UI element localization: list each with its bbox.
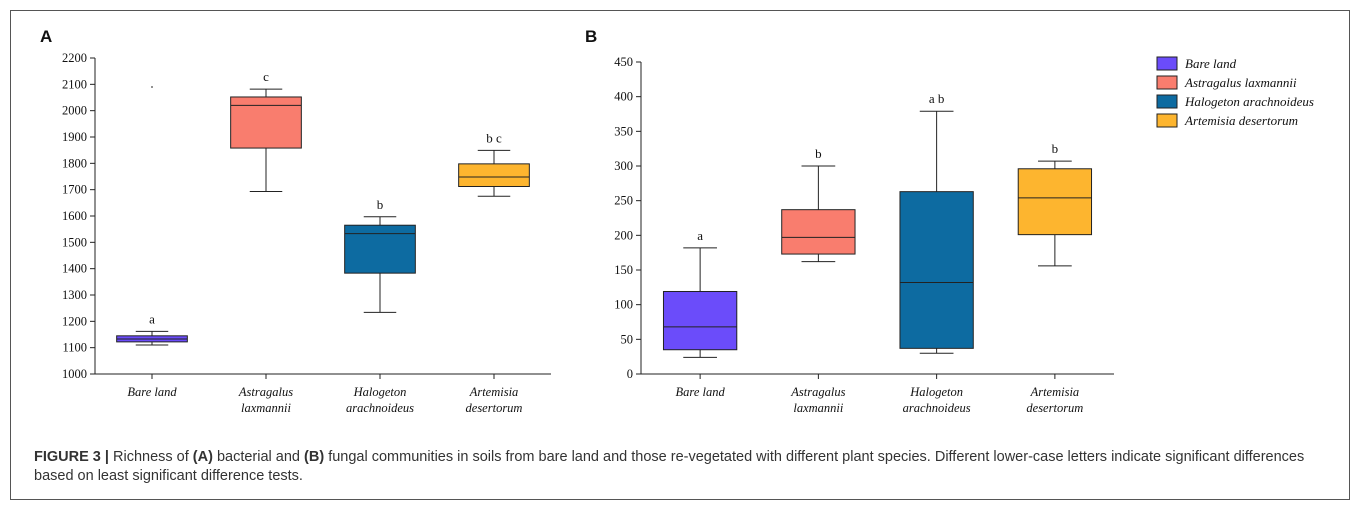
y-tick-label: 2200 bbox=[62, 51, 87, 65]
figure-caption: FIGURE 3 | Richness of (A) bacterial and… bbox=[34, 448, 1324, 486]
x-tick-label: Artemisia bbox=[469, 385, 519, 399]
y-tick-label: 50 bbox=[621, 332, 634, 346]
box-2: b bbox=[781, 146, 856, 263]
x-tick-label: arachnoideus bbox=[346, 401, 414, 415]
legend-swatch bbox=[1156, 94, 1178, 109]
caption-ref-b: (B) bbox=[304, 449, 325, 465]
box-body bbox=[662, 290, 738, 351]
panel-a: A 1000 1100 1200 1300 1400 1500 1600 1700 1800 19… bbox=[40, 27, 551, 415]
x-tick-label: Artemisia bbox=[1030, 385, 1080, 399]
box-body bbox=[899, 191, 974, 349]
y-tick-label: 2100 bbox=[62, 77, 87, 91]
y-tick-label: 400 bbox=[614, 90, 633, 104]
y-tick-label: 150 bbox=[614, 263, 633, 277]
significance-letter: b bbox=[815, 146, 822, 161]
legend-label: Halogeton arachnoideus bbox=[1184, 94, 1314, 109]
box-body bbox=[1017, 168, 1093, 236]
y-tick-label: 1000 bbox=[62, 367, 87, 381]
legend-swatch bbox=[1156, 75, 1178, 90]
caption-figure-label: FIGURE 3 | bbox=[34, 449, 109, 465]
x-tick-label: arachnoideus bbox=[903, 401, 971, 415]
legend-swatch bbox=[1156, 56, 1178, 71]
y-tick-label: 1100 bbox=[62, 341, 87, 355]
significance-letter: b c bbox=[486, 130, 502, 145]
x-tick-label: Bare land bbox=[127, 385, 177, 399]
x-tick-label: Bare land bbox=[676, 385, 726, 399]
y-tick-label: 1300 bbox=[62, 288, 87, 302]
box-4: b bbox=[1017, 141, 1093, 267]
box-1: a bbox=[662, 228, 738, 358]
panel-b: B 0 50 100 150 200 250 300 350 400 450 Bare land As… bbox=[585, 27, 1114, 415]
figure-frame: A 1000 1100 1200 1300 1400 1500 1600 1700 1800 19… bbox=[10, 10, 1350, 500]
caption-ref-a: (A) bbox=[192, 449, 213, 465]
y-tick-label: 1500 bbox=[62, 235, 87, 249]
y-tick-label: 1200 bbox=[62, 314, 87, 328]
legend: Bare land Astragalus laxmannii Halogeton a… bbox=[1156, 56, 1314, 128]
box-3: a b bbox=[899, 91, 974, 354]
legend-label: Astragalus laxmannii bbox=[1184, 75, 1297, 90]
y-tick-label: 100 bbox=[614, 298, 633, 312]
box-2: c bbox=[230, 69, 302, 193]
significance-letter: b bbox=[377, 197, 384, 212]
box-body bbox=[344, 224, 416, 274]
y-tick-label: 1900 bbox=[62, 130, 87, 144]
caption-text-2: bacterial and bbox=[212, 449, 305, 465]
panel-b-label: B bbox=[585, 27, 597, 46]
y-tick-label: 2000 bbox=[62, 104, 87, 118]
significance-letter: a b bbox=[929, 91, 945, 106]
y-tick-label: 250 bbox=[614, 194, 633, 208]
x-tick-label: Halogeton bbox=[353, 385, 407, 399]
x-tick-label: Astragalus bbox=[238, 385, 293, 399]
box-3: b bbox=[344, 197, 416, 313]
significance-letter: c bbox=[263, 69, 269, 84]
box-1: a bbox=[116, 86, 188, 346]
y-tick-label: 1400 bbox=[62, 262, 87, 276]
charts-svg: A 10001100120013001400150016001700180019… bbox=[40, 27, 1314, 415]
significance-letter: a bbox=[149, 311, 155, 326]
legend-label: Artemisia desertorum bbox=[1184, 113, 1298, 128]
x-tick-label: Astragalus bbox=[790, 385, 845, 399]
y-tick-label: 1800 bbox=[62, 156, 87, 170]
x-tick-label: laxmannii bbox=[241, 401, 292, 415]
y-tick-label: 350 bbox=[614, 124, 633, 138]
y-tick-label: 300 bbox=[614, 159, 633, 173]
caption-text-1: Richness of bbox=[108, 449, 193, 465]
box-4: b c bbox=[458, 130, 530, 197]
y-tick-label: 200 bbox=[614, 228, 633, 242]
box-body bbox=[458, 163, 530, 188]
x-tick-label: desertorum bbox=[1026, 401, 1083, 415]
y-tick-label: 1700 bbox=[62, 183, 87, 197]
legend-swatch bbox=[1156, 113, 1178, 128]
box-body bbox=[230, 96, 302, 149]
significance-letter: a bbox=[697, 228, 703, 243]
y-tick-label: 0 bbox=[627, 367, 633, 381]
caption-text-3: fungal communities in soils from bare la… bbox=[34, 449, 1305, 484]
x-tick-label: Halogeton bbox=[909, 385, 963, 399]
significance-letter: b bbox=[1052, 141, 1059, 156]
box-body bbox=[781, 209, 856, 255]
x-tick-label: desertorum bbox=[466, 401, 523, 415]
outlier-point bbox=[151, 86, 153, 88]
y-tick-label: 1600 bbox=[62, 209, 87, 223]
x-tick-label: laxmannii bbox=[793, 401, 844, 415]
panel-a-label: A bbox=[40, 27, 52, 46]
y-tick-label: 450 bbox=[614, 55, 633, 69]
legend-label: Bare land bbox=[1185, 56, 1237, 71]
